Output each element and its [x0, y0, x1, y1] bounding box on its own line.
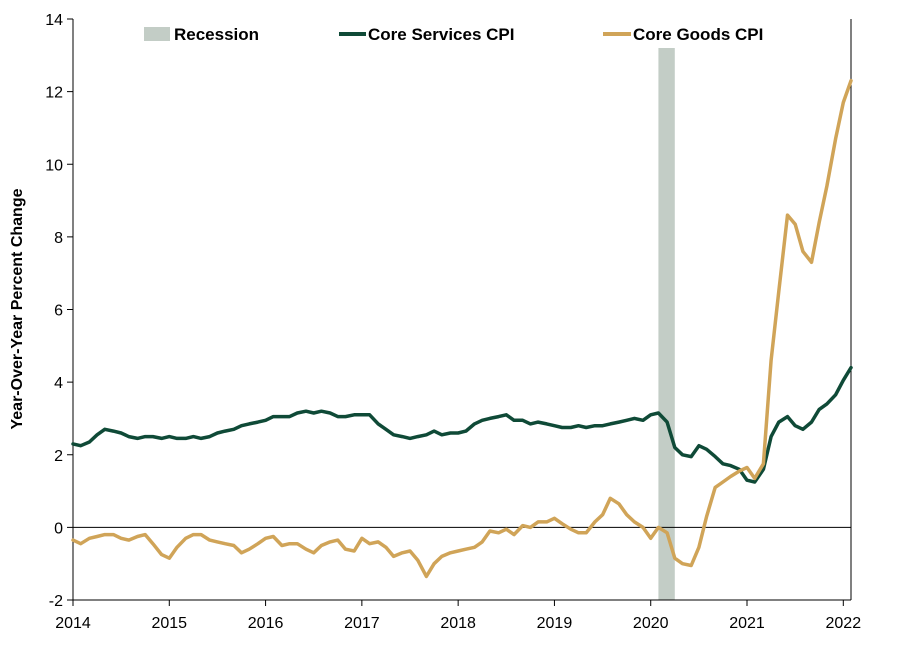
x-tick-label: 2014: [55, 615, 91, 632]
x-tick-label: 2020: [633, 615, 669, 632]
axes: [67, 18, 852, 606]
x-tick-label: 2017: [344, 615, 380, 632]
tick-labels: -2 0 2 4 6 8 10 12 14 2014 2015 2016 2017 2018 2019 202…: [45, 12, 861, 632]
x-tick-label: 2016: [248, 615, 284, 632]
series-line-core-goods-cpi: [71, 78, 853, 579]
x-tick-label: 2019: [537, 615, 573, 632]
y-tick-label: 8: [54, 230, 63, 247]
series-line-core-services-cpi: [71, 365, 853, 484]
y-tick-label: 14: [45, 12, 63, 29]
y-tick-label: 10: [45, 157, 63, 174]
series-lines: [71, 78, 853, 579]
legend-swatch-recession: [144, 27, 170, 41]
x-tick-label: 2018: [440, 615, 476, 632]
y-tick-label: 12: [45, 85, 63, 102]
x-tick-label: 2022: [826, 615, 862, 632]
legend-label-core-goods: Core Goods CPI: [633, 25, 763, 44]
recession-band: [658, 48, 675, 600]
x-tick-label: 2015: [151, 615, 187, 632]
y-tick-label: 0: [54, 520, 63, 537]
y-tick-label: 4: [54, 375, 63, 392]
y-tick-label: 6: [54, 303, 63, 320]
y-tick-label: -2: [49, 593, 63, 610]
legend-label-core-services: Core Services CPI: [368, 25, 514, 44]
recession-band-layer: [658, 48, 675, 600]
y-tick-label: 2: [54, 448, 63, 465]
legend: Recession Core Services CPI Core Goods C…: [144, 25, 763, 44]
y-axis-title: Year-Over-Year Percent Change: [9, 188, 26, 429]
legend-label-recession: Recession: [174, 25, 259, 44]
x-tick-label: 2021: [729, 615, 765, 632]
